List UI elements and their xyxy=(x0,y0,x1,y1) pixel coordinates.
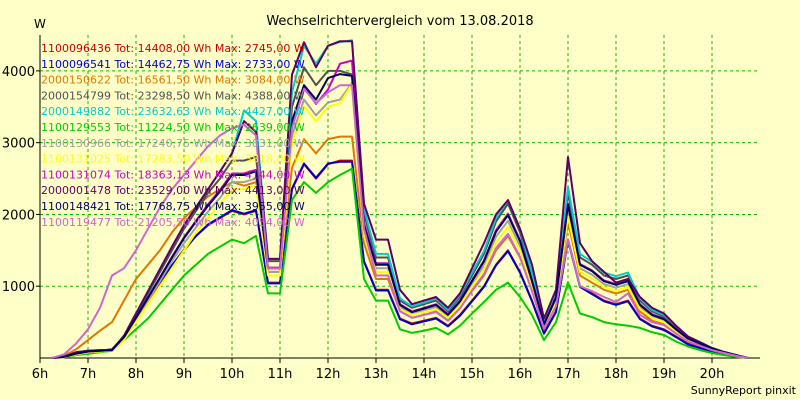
x-tick-label: 7h xyxy=(80,367,97,382)
legend-entry-11: 1100148421 Tot: 17768,75 Wh Max: 3955,00… xyxy=(41,200,305,213)
legend-entry-8: 1100131025 Tot: 17283,50 Wh Max: 3818,00… xyxy=(41,153,305,166)
x-tick-label: 15h xyxy=(460,367,485,382)
y-tick-label: 2000 xyxy=(2,208,35,223)
series-line-6 xyxy=(51,167,749,359)
y-tick-label: 1000 xyxy=(2,280,35,295)
x-tick-label: 8h xyxy=(128,367,145,382)
legend-entry-7: 1100130966 Tot: 17240,75 Wh Max: 3831,00… xyxy=(41,137,305,150)
x-tick-label: 11h xyxy=(268,367,293,382)
x-tick-label: 16h xyxy=(508,367,533,382)
legend-entry-3: 2000150622 Tot: 16561,50 Wh Max: 3084,00… xyxy=(41,74,305,87)
x-tick-label: 10h xyxy=(220,367,245,382)
legend-entry-9: 1100131074 Tot: 18363,13 Wh Max: 4144,00… xyxy=(41,168,305,181)
legend-entry-6: 1100129553 Tot: 11224,50 Wh Max: 2639,00… xyxy=(41,121,305,134)
series-line-2 xyxy=(51,160,749,359)
y-tick-label: 4000 xyxy=(2,65,35,80)
x-tick-label: 17h xyxy=(556,367,581,382)
legend-entry-2: 1100096541 Tot: 14462,75 Wh Max: 2733,00… xyxy=(41,58,305,71)
series-lines xyxy=(51,39,749,359)
legend: 1100096436 Tot: 14408,00 Wh Max: 2745,00… xyxy=(41,42,305,229)
footer-credit: SunnyReport pinxit xyxy=(691,384,797,397)
y-axis-unit-label: W xyxy=(34,17,46,31)
legend-entry-12: 1100119477 Tot: 21205,50 Wh Max: 4054,00… xyxy=(41,216,305,229)
x-tick-label: 9h xyxy=(176,367,193,382)
x-tick-label: 20h xyxy=(700,367,725,382)
series-line-11 xyxy=(51,73,749,359)
legend-entry-1: 1100096436 Tot: 14408,00 Wh Max: 2745,00… xyxy=(41,42,305,55)
series-line-12 xyxy=(51,84,749,359)
series-line-10 xyxy=(51,40,749,359)
x-tick-label: 18h xyxy=(604,367,629,382)
x-tick-label: 12h xyxy=(316,367,341,382)
legend-entry-4: 2000154799 Tot: 23298,50 Wh Max: 4388,00… xyxy=(41,89,305,102)
axes: 6h 7h 8h 9h 10h 11h 12h 13h 14h 15h 16h 17h 18h 19h 20… xyxy=(2,35,760,382)
y-tick-label: 3000 xyxy=(2,137,35,152)
chart-title: Wechselrichtervergleich vom 13.08.2018 xyxy=(266,14,533,29)
x-tick-label: 19h xyxy=(652,367,677,382)
x-tick-label: 13h xyxy=(364,367,389,382)
legend-entry-10: 2000001478 Tot: 23529,00 Wh Max: 4413,00… xyxy=(41,184,305,197)
legend-entry-5: 2000149882 Tot: 23632,63 Wh Max: 4427,00… xyxy=(41,105,305,118)
x-tick-label: 14h xyxy=(412,367,437,382)
x-tick-label: 6h xyxy=(32,367,49,382)
